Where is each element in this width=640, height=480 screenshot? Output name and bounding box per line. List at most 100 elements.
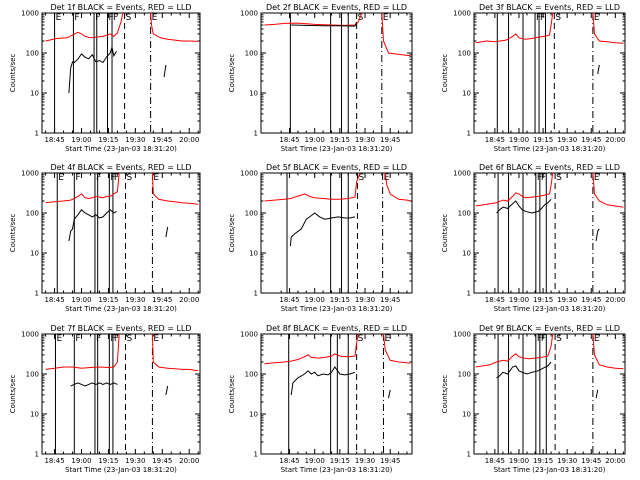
y-tick-label: 1000: [21, 10, 39, 18]
y-tick-label: 100: [26, 371, 39, 379]
x-tick-label: 19:15: [98, 296, 118, 304]
y-tick-label: 1: [35, 130, 39, 138]
x-axis-label: Start Time (23-Jan-03 18:31:20): [281, 466, 393, 474]
x-tick-label: 18:45: [44, 136, 64, 144]
x-tick-label: 20:00: [179, 457, 199, 465]
y-axis-label: Counts/sec: [441, 54, 449, 93]
event-letter: S: [126, 173, 132, 183]
x-tick-label: 19:15: [533, 457, 553, 465]
events-series: [163, 64, 167, 78]
x-tick-label: 19:30: [355, 296, 375, 304]
y-tick-label: 1000: [240, 331, 258, 339]
plot-frame: [260, 172, 413, 294]
event-letter: E: [58, 173, 64, 183]
lld-series: [151, 172, 199, 205]
x-tick-label: 18:45: [44, 457, 64, 465]
panel-9: Det 9f BLACK = Events, RED = LLD 1 10 100 10…: [441, 324, 626, 474]
lld-series: [592, 333, 624, 370]
x-tick-label: 19:15: [98, 457, 118, 465]
plot-frame: [473, 12, 626, 134]
x-tick-label: 18:45: [485, 136, 505, 144]
x-axis-label: Start Time (23-Jan-03 18:31:20): [494, 145, 606, 153]
panel-title: Det 5f BLACK = Events, RED = LLD: [266, 163, 407, 172]
y-axis-label: Counts/sec: [9, 214, 17, 253]
x-tick-label: 19:30: [355, 136, 375, 144]
y-axis-label: Counts/sec: [228, 54, 236, 93]
lld-series: [264, 12, 363, 26]
y-tick-label: 100: [26, 50, 39, 58]
panel-3: Det 3f BLACK = Events, RED = LLD 1 10 100 10…: [441, 3, 626, 153]
y-tick-label: 1: [35, 451, 39, 459]
event-letter: E: [56, 334, 62, 344]
x-tick-label: 18:45: [279, 296, 299, 304]
panel-title: Det 6f BLACK = Events, RED = LLD: [479, 163, 620, 172]
x-tick-label: 18:45: [279, 457, 299, 465]
x-tick-label: 19:45: [152, 457, 172, 465]
x-tick-label: 19:45: [581, 296, 601, 304]
panel-title: Det 1f BLACK = Events, RED = LLD: [50, 3, 191, 12]
lld-series: [475, 12, 554, 44]
event-letter: S: [556, 334, 562, 344]
y-tick-label: 1: [467, 451, 471, 459]
x-tick-label: 18:45: [485, 296, 505, 304]
event-letter: E: [153, 173, 159, 183]
plot-frame: [41, 12, 201, 134]
lld-series: [475, 172, 554, 207]
x-axis-label: Start Time (23-Jan-03 18:31:20): [65, 466, 177, 474]
x-axis-label: Start Time (23-Jan-03 18:31:20): [494, 466, 606, 474]
x-axis-label: Start Time (23-Jan-03 18:31:20): [494, 305, 606, 313]
x-tick-label: 19:00: [305, 136, 325, 144]
events-series: [290, 366, 356, 395]
panel-title: Det 7f BLACK = Events, RED = LLD: [50, 324, 191, 333]
y-tick-label: 1: [254, 130, 258, 138]
y-tick-label: 1: [467, 290, 471, 298]
x-tick-label: 19:15: [533, 136, 553, 144]
event-letter: S: [555, 13, 561, 23]
x-tick-label: 20:00: [605, 136, 625, 144]
x-tick-label: 18:45: [44, 296, 64, 304]
y-axis-label: Counts/sec: [441, 214, 449, 253]
lld-series: [381, 12, 411, 57]
event-letter: F: [541, 173, 546, 183]
panel-8: Det 8f BLACK = Events, RED = LLD 1 10 100 10…: [228, 324, 413, 474]
y-tick-label: 100: [458, 371, 471, 379]
lld-series: [384, 172, 411, 202]
event-letter: F: [96, 334, 101, 344]
events-series: [289, 212, 356, 247]
x-tick-label: 19:15: [533, 296, 553, 304]
y-tick-label: 10: [462, 90, 471, 98]
panel-title: Det 8f BLACK = Events, RED = LLD: [266, 324, 407, 333]
event-letter: E: [594, 173, 600, 183]
y-tick-label: 1000: [453, 10, 471, 18]
y-tick-label: 10: [249, 90, 258, 98]
panel-7: Det 7f BLACK = Events, RED = LLD 1 10 100 10…: [9, 324, 201, 474]
lld-series: [150, 12, 199, 42]
event-letter: S: [358, 173, 364, 183]
events-series: [595, 389, 599, 399]
x-tick-label: 19:30: [125, 457, 145, 465]
event-letter: F: [74, 13, 79, 23]
x-tick-label: 19:30: [355, 457, 375, 465]
plot-frame: [473, 172, 626, 294]
x-tick-label: 19:45: [380, 296, 400, 304]
y-tick-label: 1000: [21, 170, 39, 178]
y-tick-label: 10: [30, 90, 39, 98]
event-letter: E: [384, 334, 390, 344]
y-tick-label: 1: [254, 290, 258, 298]
event-letter: F: [75, 173, 80, 183]
event-letter: E: [383, 13, 389, 23]
plot-frame: [473, 333, 626, 455]
x-tick-label: 20:00: [179, 136, 199, 144]
event-letter: E: [594, 13, 600, 23]
events-series: [597, 64, 600, 74]
event-letter: S: [358, 13, 364, 23]
y-axis-label: Counts/sec: [228, 375, 236, 414]
x-tick-label: 19:15: [330, 296, 350, 304]
x-tick-label: 19:30: [557, 136, 577, 144]
event-letter: F: [541, 334, 546, 344]
x-tick-label: 19:00: [509, 136, 529, 144]
y-tick-label: 1000: [453, 331, 471, 339]
y-tick-label: 100: [26, 210, 39, 218]
plot-frame: [260, 12, 413, 134]
